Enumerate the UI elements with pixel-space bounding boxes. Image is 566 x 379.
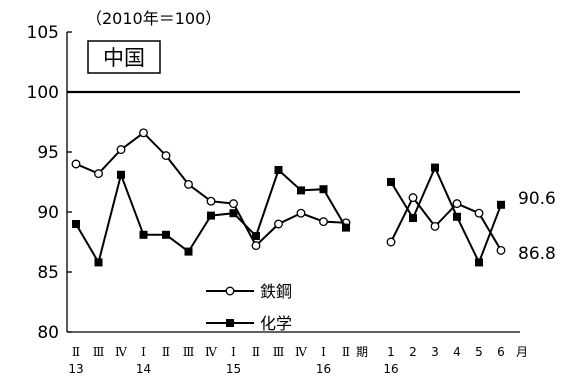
data-point-chemical — [72, 220, 80, 228]
x-tick-label-quarter: Ⅰ — [141, 345, 146, 359]
x-tick-label-quarter: Ⅳ — [295, 345, 308, 359]
x-tick-label-month: 3 — [431, 345, 439, 359]
data-point-steel — [496, 245, 506, 255]
x-tick-label-month: 6 — [497, 345, 505, 359]
data-point-steel — [296, 208, 306, 218]
data-point-chemical — [453, 212, 461, 221]
series-layer — [71, 128, 506, 267]
x-tick-label-quarter: Ⅳ — [205, 345, 218, 359]
data-point-steel — [386, 237, 396, 247]
data-point-steel — [319, 217, 328, 227]
end-label-steel: 86.8 — [518, 244, 556, 264]
unit-note: （2010年＝100） — [86, 9, 221, 28]
y-tick-label: 90 — [37, 203, 59, 223]
data-point-steel — [94, 169, 103, 179]
x-tick-label-month-year: 16 — [383, 362, 398, 376]
x-tick-label-quarter: Ⅰ — [321, 345, 326, 359]
data-point-chemical — [274, 166, 283, 174]
legend-marker-chemical — [226, 319, 234, 327]
x-tick-label-quarter: Ⅲ — [183, 345, 195, 359]
data-point-chemical — [184, 247, 193, 256]
data-point-steel — [206, 196, 216, 206]
x-tick-label-quarter: Ⅲ — [93, 345, 105, 359]
series-steel — [71, 128, 506, 255]
y-tick-label: 105 — [27, 23, 59, 43]
data-point-steel — [71, 159, 81, 169]
x-tick-label-month: 4 — [453, 345, 461, 359]
data-point-steel — [474, 208, 484, 218]
data-point-chemical — [475, 258, 483, 267]
data-point-chemical — [319, 185, 328, 194]
x-tick-label-year: 13 — [68, 362, 83, 376]
x-axis-month-unit: 月 — [516, 345, 528, 359]
data-point-steel — [452, 199, 462, 209]
y-tick-label: 100 — [27, 83, 59, 103]
x-tick-label-quarter: Ⅳ — [115, 345, 128, 359]
data-point-steel — [430, 221, 440, 231]
data-point-chemical — [387, 178, 395, 186]
data-point-steel — [229, 199, 238, 209]
x-tick-label-quarter: Ⅱ — [72, 345, 80, 359]
x-tick-label-quarter: Ⅲ — [273, 345, 285, 359]
x-tick-label-month: 2 — [409, 345, 417, 359]
data-point-steel — [184, 179, 193, 189]
data-point-chemical — [162, 230, 170, 239]
legend-label-steel: 鉄鋼 — [260, 282, 292, 301]
series-chemical — [72, 163, 505, 267]
data-point-chemical — [342, 223, 350, 232]
x-tick-label-quarter: Ⅱ — [342, 345, 350, 359]
data-point-chemical — [409, 214, 417, 222]
x-tick-label-month: 1 — [387, 345, 395, 359]
x-tick-label-year: 14 — [136, 362, 151, 376]
series-line-monthly-chemical — [390, 165, 502, 265]
data-point-steel — [116, 145, 126, 155]
data-point-steel — [274, 219, 283, 229]
chart-title: 中国 — [103, 46, 145, 70]
data-point-steel — [139, 128, 148, 138]
end-label-chemical: 90.6 — [518, 189, 556, 209]
data-point-steel — [408, 193, 418, 203]
x-axis-quarter-unit: 期 — [356, 345, 368, 359]
y-tick-label: 95 — [37, 143, 59, 163]
legend: 鉄鋼 化学 — [206, 282, 292, 333]
data-point-chemical — [252, 232, 260, 240]
legend-label-chemical: 化学 — [260, 314, 292, 333]
data-point-chemical — [94, 258, 103, 267]
x-tick-label-year: 16 — [316, 362, 331, 376]
x-tick-label-year: 15 — [226, 362, 241, 376]
x-tick-label-month: 5 — [475, 345, 483, 359]
data-point-chemical — [117, 170, 125, 179]
data-point-chemical — [139, 230, 148, 239]
legend-marker-steel — [225, 286, 235, 296]
data-point-steel — [251, 241, 261, 251]
x-tick-label-quarter: Ⅰ — [231, 345, 236, 359]
data-point-chemical — [297, 186, 305, 195]
data-point-chemical — [207, 211, 215, 220]
y-tick-label: 80 — [37, 323, 59, 343]
data-point-steel — [161, 151, 171, 161]
x-tick-label-quarter: Ⅱ — [252, 345, 260, 359]
x-tick-label-quarter: Ⅱ — [162, 345, 170, 359]
data-point-chemical — [229, 209, 238, 218]
series-line-monthly-steel — [390, 195, 502, 251]
y-tick-label: 85 — [37, 263, 59, 283]
title-box — [87, 40, 161, 74]
data-point-chemical — [431, 163, 439, 172]
data-point-chemical — [497, 200, 505, 209]
